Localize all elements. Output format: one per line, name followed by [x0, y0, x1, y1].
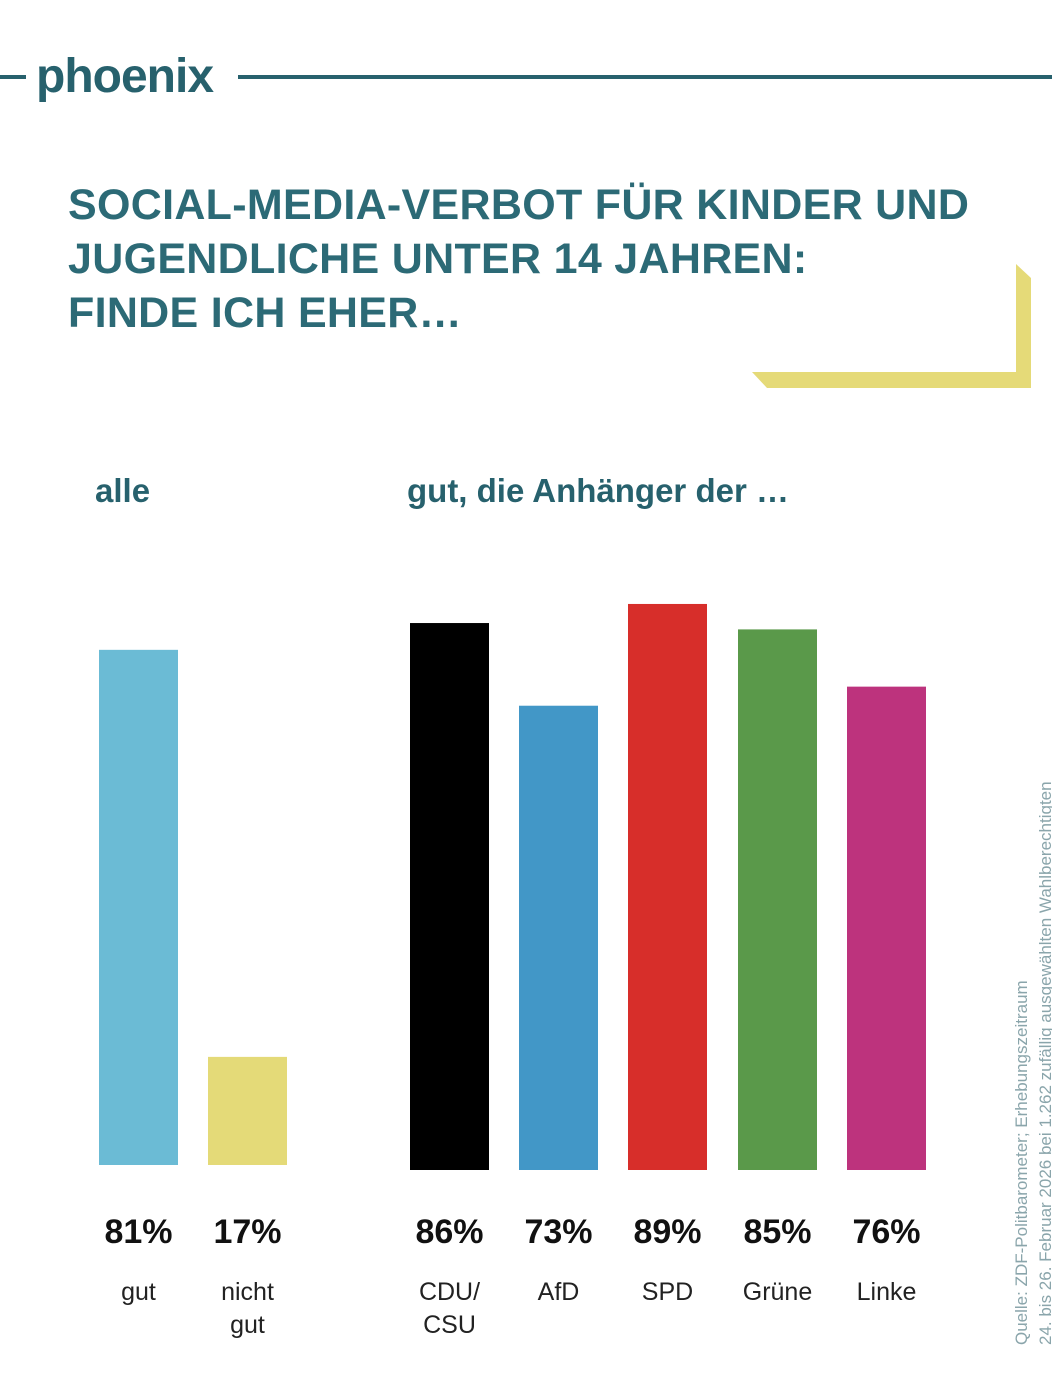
header-rule-left: [0, 75, 26, 79]
category-label: CSU: [423, 1311, 476, 1339]
title-line-2: JUGENDLICHE UNTER 14 JAHREN:: [68, 235, 808, 283]
subhead-all: alle: [95, 472, 151, 509]
bar-linke: [847, 686, 926, 1170]
bar-afd: [519, 705, 598, 1170]
source-line-2: 24. bis 26. Februar 2026 bei 1.262 zufäl…: [1036, 781, 1052, 1345]
category-label: gut: [230, 1311, 265, 1339]
bar-spd: [628, 603, 707, 1170]
bar-gut: [99, 649, 178, 1165]
header-rule-right: [238, 75, 1052, 79]
value-label: 76%: [852, 1213, 920, 1251]
bar-cdu-csu: [410, 623, 489, 1170]
category-label: nicht: [221, 1278, 274, 1306]
category-label: SPD: [642, 1278, 693, 1306]
value-label: 73%: [524, 1213, 592, 1251]
value-label: 86%: [415, 1213, 483, 1251]
category-label: Linke: [857, 1278, 917, 1306]
category-label: gut: [121, 1278, 156, 1306]
source-note: Quelle: ZDF-Politbarometer; Erhebungszei…: [1010, 781, 1052, 1345]
subhead-supporters: gut, die Anhänger der …: [407, 472, 789, 509]
title-line-1: SOCIAL-MEDIA-VERBOT FÜR KINDER UND: [68, 181, 970, 229]
value-label: 89%: [633, 1213, 701, 1251]
category-label: CDU/: [419, 1278, 480, 1306]
category-label: Grüne: [743, 1278, 812, 1306]
bar-nicht-gut: [208, 1056, 287, 1165]
source-line-1: Quelle: ZDF-Politbarometer; Erhebungszei…: [1012, 980, 1031, 1345]
category-label: AfD: [538, 1278, 580, 1306]
phoenix-logo: phoenix: [36, 50, 214, 103]
value-label: 81%: [104, 1213, 172, 1251]
value-label: 85%: [743, 1213, 811, 1251]
value-label: 17%: [213, 1213, 281, 1251]
title-line-3: FINDE ICH EHER…: [68, 289, 462, 337]
bar-grüne: [738, 629, 817, 1170]
corner-accent-shape: [752, 264, 1031, 388]
chart-title: SOCIAL-MEDIA-VERBOT FÜR KINDER UND JUGEN…: [68, 178, 1008, 340]
